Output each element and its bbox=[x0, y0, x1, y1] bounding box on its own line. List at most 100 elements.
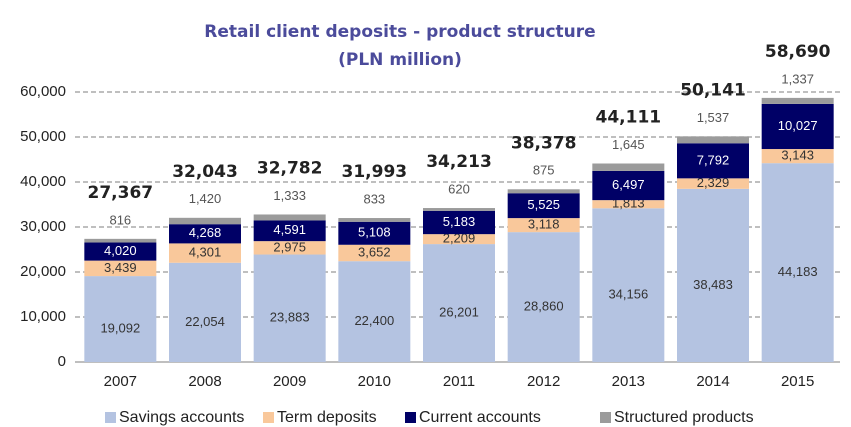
bar-segment bbox=[169, 224, 241, 244]
bar-segment bbox=[592, 200, 665, 209]
bar-segment bbox=[592, 208, 665, 362]
x-tick-label: 2015 bbox=[781, 373, 814, 390]
legend-swatch bbox=[263, 412, 274, 423]
bar-segment bbox=[761, 149, 834, 164]
data-label: 4,301 bbox=[189, 245, 222, 260]
bar-segment bbox=[169, 217, 241, 225]
bar-segment bbox=[507, 189, 580, 194]
bar-segment bbox=[761, 103, 834, 150]
data-label: 833 bbox=[363, 191, 385, 206]
legend-swatch bbox=[105, 412, 116, 423]
y-tick-label: 40,000 bbox=[20, 173, 66, 190]
bar-segment bbox=[507, 193, 580, 219]
x-tick-label: 2011 bbox=[443, 373, 475, 390]
legend-swatch bbox=[405, 412, 416, 423]
data-label: 28,860 bbox=[524, 299, 564, 314]
total-label: 32,043 bbox=[172, 162, 238, 182]
chart-subtitle: (PLN million) bbox=[338, 50, 462, 70]
bar-segment bbox=[338, 244, 411, 262]
data-label: 5,525 bbox=[527, 197, 560, 212]
data-label: 816 bbox=[109, 212, 131, 227]
bar-segment bbox=[253, 254, 326, 362]
data-label: 2,329 bbox=[697, 175, 730, 190]
data-label: 38,483 bbox=[693, 277, 733, 292]
data-label: 23,883 bbox=[270, 310, 310, 325]
bar-segment bbox=[677, 136, 749, 144]
legend-label: Term deposits bbox=[277, 409, 377, 426]
bar-segment bbox=[592, 170, 665, 201]
data-label: 19,092 bbox=[100, 320, 140, 335]
chart-title: Retail client deposits - product structu… bbox=[204, 22, 595, 42]
bar-segment bbox=[423, 234, 495, 245]
data-label: 4,591 bbox=[273, 222, 306, 237]
total-label: 58,690 bbox=[765, 42, 831, 62]
total-label: 50,141 bbox=[680, 80, 746, 100]
bar-segment bbox=[338, 261, 411, 362]
data-label: 1,537 bbox=[697, 110, 730, 125]
bar-segment bbox=[253, 241, 326, 255]
x-tick-label: 2008 bbox=[188, 373, 221, 390]
data-label: 4,020 bbox=[104, 243, 137, 258]
data-label: 22,400 bbox=[354, 313, 394, 328]
x-tick-label: 2012 bbox=[527, 373, 560, 390]
data-label: 7,792 bbox=[697, 152, 730, 167]
data-label: 22,054 bbox=[185, 314, 225, 329]
bar-segment bbox=[338, 221, 411, 245]
data-label: 2,975 bbox=[273, 239, 306, 254]
y-tick-label: 50,000 bbox=[20, 128, 66, 145]
bar-segment bbox=[338, 218, 411, 222]
bar-segment bbox=[423, 244, 495, 362]
y-tick-label: 10,000 bbox=[20, 308, 66, 325]
bar-segment bbox=[84, 238, 157, 243]
bar-segment bbox=[761, 163, 834, 362]
y-tick-label: 0 bbox=[58, 353, 66, 370]
data-label: 5,108 bbox=[358, 225, 391, 240]
data-label: 2,209 bbox=[443, 231, 476, 246]
bar-segment bbox=[169, 262, 241, 362]
bar-segment bbox=[423, 210, 495, 235]
total-label: 34,213 bbox=[426, 152, 492, 172]
data-label: 26,201 bbox=[439, 304, 479, 319]
data-label: 875 bbox=[533, 163, 555, 178]
data-label: 10,027 bbox=[778, 118, 818, 133]
bar-segment bbox=[84, 242, 157, 261]
legend-label: Savings accounts bbox=[119, 409, 244, 426]
data-label: 3,652 bbox=[358, 244, 391, 259]
bar-segment bbox=[84, 260, 157, 277]
total-label: 31,993 bbox=[342, 162, 408, 182]
total-label: 38,378 bbox=[511, 133, 577, 153]
bar-segment bbox=[507, 218, 580, 233]
bar-segment bbox=[253, 214, 326, 221]
data-label: 34,156 bbox=[608, 287, 648, 302]
data-label: 1,337 bbox=[781, 71, 814, 86]
data-label: 6,497 bbox=[612, 177, 645, 192]
y-tick-label: 30,000 bbox=[20, 218, 66, 235]
bar-segment bbox=[253, 220, 326, 242]
total-label: 27,367 bbox=[88, 183, 154, 203]
x-tick-label: 2009 bbox=[273, 373, 306, 390]
legend-label: Current accounts bbox=[419, 409, 541, 426]
x-tick-label: 2007 bbox=[104, 373, 137, 390]
x-tick-label: 2010 bbox=[358, 373, 391, 390]
data-label: 1,420 bbox=[189, 191, 222, 206]
bar-segment bbox=[677, 143, 749, 179]
bar-segment bbox=[761, 97, 834, 104]
y-tick-label: 60,000 bbox=[20, 83, 66, 100]
bar-segment bbox=[169, 243, 241, 263]
y-tick-label: 20,000 bbox=[20, 263, 66, 280]
x-tick-label: 2013 bbox=[612, 373, 645, 390]
bar-segment bbox=[677, 188, 749, 362]
legend-swatch bbox=[600, 412, 611, 423]
data-label: 620 bbox=[448, 181, 470, 196]
total-label: 44,111 bbox=[596, 108, 662, 128]
data-label: 4,268 bbox=[189, 225, 222, 240]
bar-segment bbox=[84, 276, 157, 362]
data-label: 44,183 bbox=[778, 264, 818, 279]
data-label: 5,183 bbox=[443, 214, 476, 229]
bar-segment bbox=[677, 178, 749, 189]
legend-label: Structured products bbox=[614, 409, 754, 426]
data-label: 3,143 bbox=[781, 148, 814, 163]
x-tick-label: 2014 bbox=[696, 373, 729, 390]
data-label: 1,333 bbox=[273, 188, 306, 203]
